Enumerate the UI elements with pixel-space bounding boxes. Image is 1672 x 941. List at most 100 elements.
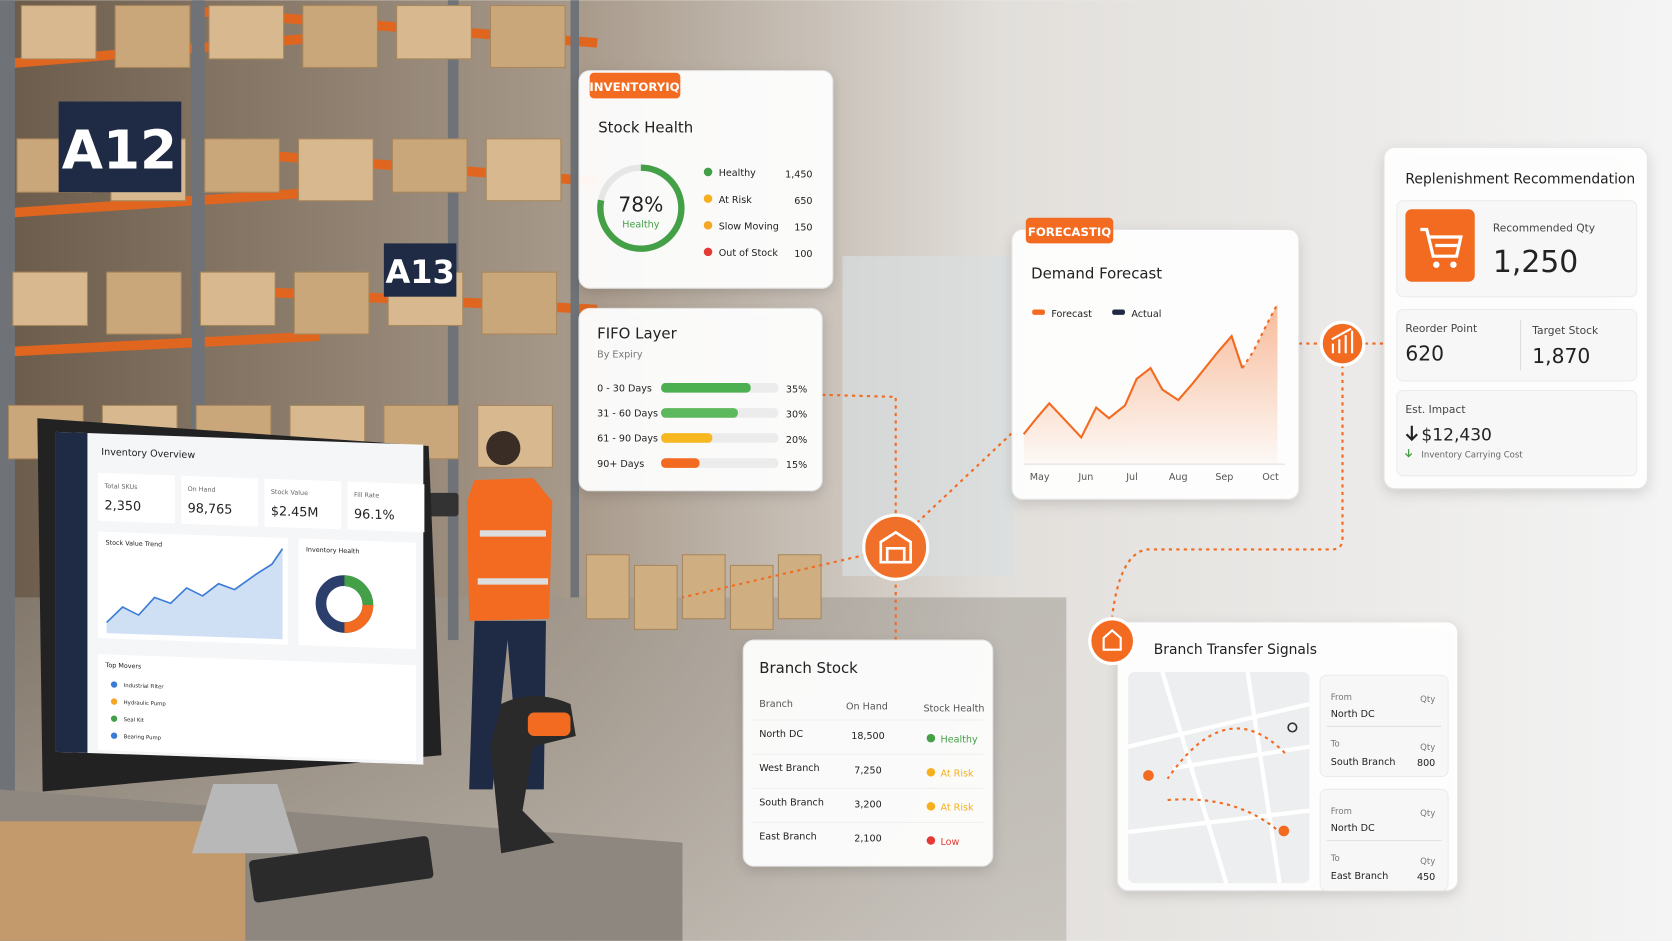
screen-panel-title: Inventory Health xyxy=(306,546,359,556)
screen-sidebar xyxy=(55,431,88,753)
to-label: To xyxy=(1330,854,1340,864)
hub-glyph xyxy=(879,530,912,564)
mover-dot xyxy=(110,732,118,739)
panel xyxy=(1396,389,1638,477)
forecast-line xyxy=(1022,334,1244,440)
target-value: 1,870 xyxy=(1532,344,1590,368)
screen-trend-area xyxy=(106,548,283,640)
fifo-label: 31 - 60 Days xyxy=(597,409,658,420)
card-title: Branch Transfer Signals xyxy=(1154,642,1317,658)
shelf-beam xyxy=(0,331,321,357)
mover-name: Industrial Filter xyxy=(124,683,165,690)
connector xyxy=(682,553,867,599)
fifo-bar xyxy=(661,408,738,418)
month-label: Jul xyxy=(1125,472,1138,483)
mover-name: Seal Kit xyxy=(124,717,144,724)
from-qty-label: Qty xyxy=(1420,695,1435,705)
impact-note: Inventory Carrying Cost xyxy=(1421,451,1523,461)
map-pin xyxy=(1278,825,1290,837)
to-qty-label: Qty xyxy=(1420,743,1435,753)
kpi-box xyxy=(98,472,175,524)
forecast-area xyxy=(1023,304,1278,465)
to-name: South Branch xyxy=(1331,757,1396,768)
box xyxy=(481,271,558,335)
fifo-rows: 0 - 30 Days 35% 31 - 60 Days 30% 61 - 90 Day… xyxy=(597,383,807,471)
cart-wheel xyxy=(1433,261,1440,268)
down-arrow xyxy=(1405,425,1418,442)
map-route xyxy=(1166,727,1286,780)
legend-dot xyxy=(703,194,713,203)
box xyxy=(489,5,566,68)
forecast-projection xyxy=(1241,303,1279,369)
legend-name: Slow Moving xyxy=(719,222,779,233)
fifo-bar xyxy=(661,383,751,393)
legend-count: 100 xyxy=(794,249,812,260)
month-label: Aug xyxy=(1169,472,1188,483)
kpi-label: Total SKUs xyxy=(104,482,139,491)
kpi-value: $2.45M xyxy=(271,504,319,521)
branch-name: East Branch xyxy=(759,831,817,842)
shelf-beam xyxy=(0,187,321,219)
legend-swatch xyxy=(1112,309,1125,315)
card-title: Branch Stock xyxy=(759,659,858,677)
connectors xyxy=(682,342,1385,641)
pallet-box xyxy=(681,554,726,620)
growth-glyph xyxy=(1331,327,1354,354)
box xyxy=(12,271,88,327)
kpi-box xyxy=(347,481,425,533)
tag xyxy=(589,72,681,99)
worker-tablet xyxy=(428,492,459,517)
pallet-box xyxy=(729,564,774,630)
gauge-value: 78% xyxy=(618,192,663,216)
map-route xyxy=(1167,798,1281,833)
note-arrow xyxy=(1404,449,1413,458)
legend-name: At Risk xyxy=(719,195,752,206)
from-name: North DC xyxy=(1331,709,1375,720)
keyboard xyxy=(249,836,434,903)
recommended-label: Recommended Qty xyxy=(1493,222,1595,235)
from-name: North DC xyxy=(1331,823,1375,834)
box xyxy=(20,5,97,60)
legend-count: 1,450 xyxy=(785,169,812,180)
fifo-label: 90+ Days xyxy=(597,459,644,470)
aisle-sign xyxy=(58,101,182,193)
status-dot xyxy=(926,802,936,811)
screen-panel-title: Top Movers xyxy=(105,661,142,670)
card-title: Demand Forecast xyxy=(1031,265,1162,283)
mover-name: Hydraulic Pump xyxy=(124,700,167,707)
mover-name: Bearing Pump xyxy=(124,734,162,741)
kpi-value: 96.1% xyxy=(354,507,395,523)
forecast-months: May Jun Jul Aug Sep Oct xyxy=(1030,472,1279,483)
worker-stripes xyxy=(477,530,549,585)
status-dot xyxy=(926,768,936,777)
map-roads xyxy=(1127,671,1310,884)
monitor-stand xyxy=(191,784,299,854)
worker-vest xyxy=(467,477,553,621)
map-pin xyxy=(1287,722,1298,733)
card-bg xyxy=(578,70,834,289)
pallet-box xyxy=(585,554,630,620)
branch-onhand: 3,200 xyxy=(854,799,881,810)
branch-status: At Risk xyxy=(941,803,974,814)
card-title: FIFO Layer xyxy=(597,324,677,342)
impact-label: Est. Impact xyxy=(1405,403,1465,416)
fifo-value: 20% xyxy=(786,435,807,446)
to-label: To xyxy=(1330,740,1340,750)
card-subtitle: By Expiry xyxy=(597,349,643,360)
pallet-box xyxy=(633,564,678,630)
gauge-caption: Healthy xyxy=(622,219,659,230)
kpi-value: 2,350 xyxy=(104,498,141,514)
status-dot xyxy=(926,733,936,743)
branch-table: North DC 18,500 Healthy West Branch 7,250 At … xyxy=(751,719,984,848)
screen-title: Inventory Overview xyxy=(101,447,195,461)
legend-name: Healthy xyxy=(719,168,756,179)
tag xyxy=(1025,217,1114,244)
map-pin xyxy=(1143,770,1154,781)
recommended-value: 1,250 xyxy=(1493,245,1578,280)
worker-head xyxy=(486,431,521,466)
fifo-card xyxy=(578,307,823,492)
aisle-sign-text: A13 xyxy=(386,253,455,291)
fifo-bar xyxy=(661,458,700,468)
status-dot xyxy=(926,836,936,845)
